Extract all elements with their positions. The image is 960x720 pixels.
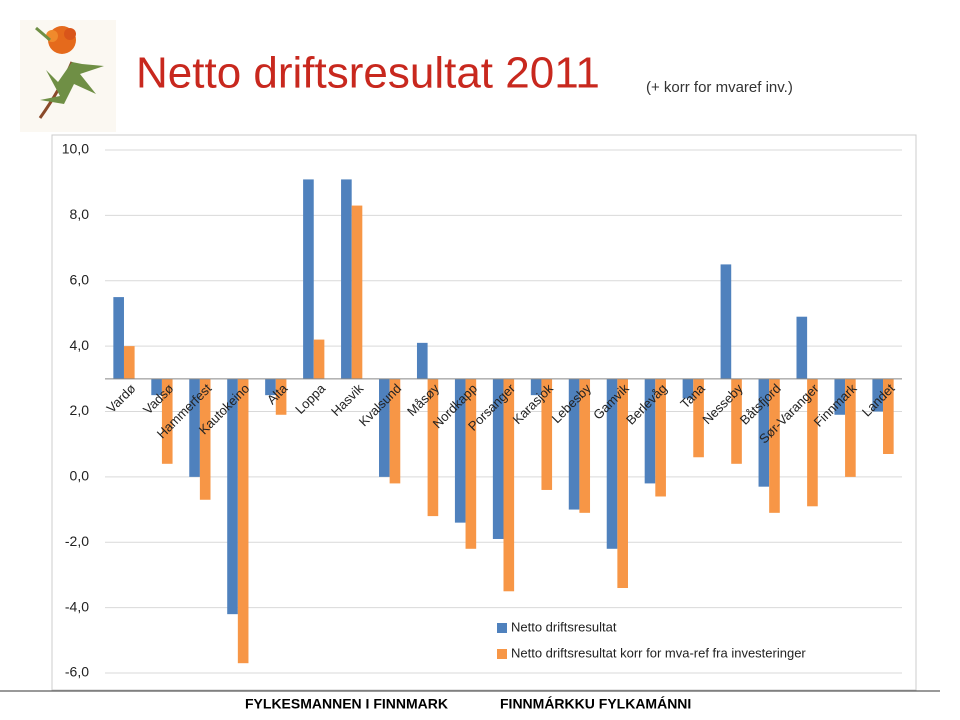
bar (617, 378, 628, 589)
bar (720, 264, 732, 379)
bar (265, 378, 276, 396)
bar (199, 378, 211, 500)
y-tick-label: 2,0 (70, 402, 90, 418)
bar (189, 378, 200, 477)
bar (606, 378, 618, 549)
legend-label: Netto driftsresultat (511, 619, 617, 634)
title: Netto driftsresultat 2011 (136, 49, 600, 98)
y-tick-label: -4,0 (65, 598, 89, 614)
bar (883, 378, 894, 454)
bar (341, 179, 352, 379)
y-tick-label: 10,0 (62, 141, 89, 157)
bar (579, 378, 591, 513)
bar (693, 378, 704, 458)
bar (758, 378, 770, 487)
bar (655, 378, 666, 497)
bar (541, 378, 553, 490)
bar (303, 179, 314, 379)
legend-swatch (497, 623, 507, 633)
footer-left: FYLKESMANNEN I FINNMARK (245, 696, 448, 712)
bar (313, 339, 325, 379)
bar (275, 378, 287, 415)
y-tick-label: -2,0 (65, 533, 89, 549)
bar (492, 378, 504, 539)
bar (834, 378, 846, 415)
bar (389, 378, 401, 484)
legend-label: Netto driftsresultat korr for mva-ref fr… (511, 645, 806, 660)
legend-swatch (497, 649, 507, 659)
bar (161, 378, 173, 464)
bar (769, 378, 780, 513)
y-tick-label: 0,0 (70, 468, 90, 484)
bar (379, 378, 390, 477)
bar (237, 378, 249, 664)
bar (530, 378, 542, 396)
y-tick-label: 6,0 (70, 271, 90, 287)
bar (682, 378, 694, 399)
bar (644, 378, 656, 484)
bar (227, 378, 238, 615)
bar (427, 378, 439, 517)
logo (20, 20, 116, 132)
bar (807, 378, 818, 507)
subtitle: (+ korr for mvaref inv.) (646, 79, 793, 96)
y-tick-label: -6,0 (65, 664, 89, 680)
bar (465, 378, 477, 549)
bar (351, 205, 363, 379)
bar (568, 378, 580, 510)
footer-right: FINNMÁRKKU FYLKAMÁNNI (500, 696, 691, 712)
bar (503, 378, 515, 592)
bar (151, 378, 162, 396)
bar (796, 316, 808, 379)
bar (113, 297, 124, 379)
bar (731, 378, 742, 464)
y-tick-label: 4,0 (70, 337, 90, 353)
bar (872, 378, 884, 412)
bar (454, 378, 466, 523)
y-tick-label: 8,0 (70, 206, 90, 222)
bar (123, 346, 135, 379)
bar (416, 342, 428, 379)
bar (845, 378, 856, 477)
